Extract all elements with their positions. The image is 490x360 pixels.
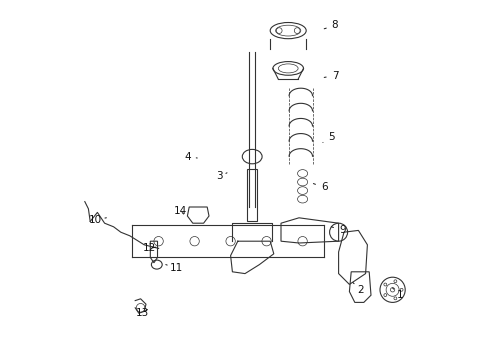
Text: 7: 7 bbox=[324, 71, 338, 81]
Text: 6: 6 bbox=[314, 182, 327, 192]
Text: 12: 12 bbox=[143, 243, 156, 253]
Text: 5: 5 bbox=[323, 132, 335, 143]
Text: 8: 8 bbox=[324, 20, 338, 30]
Text: 14: 14 bbox=[173, 206, 187, 216]
Text: 10: 10 bbox=[89, 215, 106, 225]
Text: 1: 1 bbox=[392, 288, 403, 300]
Text: 3: 3 bbox=[217, 171, 227, 181]
Text: 9: 9 bbox=[331, 225, 345, 235]
Text: 13: 13 bbox=[136, 308, 149, 318]
Text: 4: 4 bbox=[184, 152, 197, 162]
Text: 11: 11 bbox=[166, 263, 183, 273]
Text: 2: 2 bbox=[353, 283, 364, 295]
